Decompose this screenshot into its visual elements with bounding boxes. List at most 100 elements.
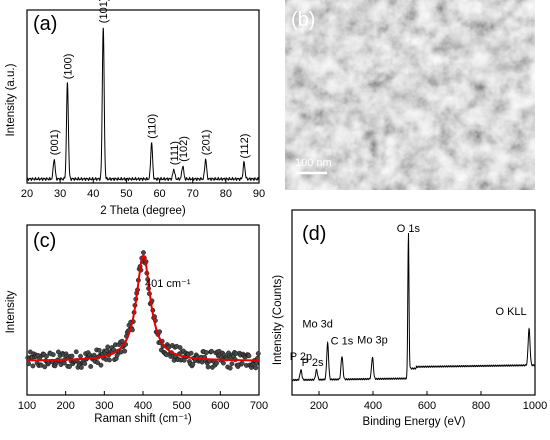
panel-label-a: (a) (33, 13, 57, 35)
raman-point (78, 365, 84, 370)
raman-point (78, 353, 83, 359)
x-tick-label: 800 (472, 400, 490, 412)
panel-b: (b) 100 nm (285, 0, 535, 190)
x-tick-label: 30 (54, 188, 66, 200)
raman-point (107, 357, 112, 363)
raman-point (141, 250, 146, 256)
raman-points (25, 250, 261, 371)
peak-label: P 2s (302, 357, 324, 369)
x-axis-label-d: Binding Energy (eV) (363, 416, 466, 428)
raman-point (209, 348, 214, 354)
xrd-line (26, 27, 260, 182)
x-tick-label: 100 (18, 400, 36, 412)
x-tick-label: 500 (172, 400, 190, 412)
x-tick-label: 60 (153, 188, 165, 200)
panel-label-b: (b) (291, 9, 315, 31)
xps-line (291, 233, 536, 382)
sem-image (285, 0, 535, 190)
panel-c: 100 200 300 400 500 600 700 (c) 401 cm⁻¹ Inten… (5, 224, 268, 425)
raman-point (205, 364, 211, 370)
raman-point (26, 361, 32, 367)
x-tick-label: 70 (187, 188, 199, 200)
raman-point (227, 365, 233, 371)
raman-point (50, 352, 56, 358)
panel-label-c: (c) (33, 230, 56, 252)
raman-point (67, 364, 72, 369)
peak-label: O 1s (397, 223, 421, 235)
raman-point (214, 360, 220, 366)
peak-label: (101) (98, 0, 110, 23)
raman-point (122, 348, 128, 354)
raman-point (177, 345, 183, 350)
y-axis-label-a: Intensity (a.u.) (5, 63, 17, 136)
x-axis-ticks-d: 200 400 600 800 1000 (310, 391, 547, 412)
raman-point (188, 350, 194, 356)
x-tick-label: 50 (120, 188, 132, 200)
raman-point (204, 350, 209, 355)
peak-label: Mo 3p (357, 335, 388, 347)
raman-point (253, 365, 259, 371)
plot-frame-d (291, 209, 536, 396)
peak-label: (110) (147, 114, 159, 139)
raman-point (239, 360, 245, 366)
raman-fit-curve (27, 254, 259, 362)
x-axis-label-c: Raman shift (cm⁻¹) (94, 413, 192, 425)
raman-point (95, 360, 100, 365)
peak-label: P 2p (290, 351, 312, 363)
raman-point (98, 362, 104, 368)
x-tick-label: 1000 (523, 400, 547, 412)
raman-point (82, 361, 88, 367)
raman-point (69, 353, 75, 359)
x-tick-label: 300 (95, 400, 113, 412)
x-tick-label: 200 (310, 400, 328, 412)
x-tick-label: 600 (418, 400, 436, 412)
raman-point (42, 364, 48, 370)
raman-point (44, 353, 49, 359)
panel-a: 20 30 40 50 60 70 80 90 (001) (100) (101) (110) (11… (5, 0, 265, 217)
peak-label: Mo 3d (302, 318, 333, 330)
x-tick-label: 40 (87, 188, 99, 200)
x-axis-ticks-c: 100 200 300 400 500 600 700 (18, 391, 268, 412)
x-tick-label: 400 (364, 400, 382, 412)
peak-label: O KLL (495, 306, 526, 318)
xps-curve (291, 233, 536, 382)
raman-point (88, 364, 94, 369)
peak-annotation-c: 401 cm⁻¹ (145, 278, 191, 290)
x-tick-label: 90 (253, 188, 265, 200)
raman-point (61, 360, 67, 366)
peak-labels-a: (001) (100) (101) (110) (111)(102) (201) (112) (49, 0, 251, 165)
raman-point (229, 361, 235, 367)
y-axis-label-c: Intensity (5, 290, 17, 333)
x-tick-label: 700 (250, 400, 268, 412)
x-tick-label: 600 (211, 400, 229, 412)
raman-point (254, 360, 260, 366)
peak-label: (201) (201, 130, 213, 156)
scale-bar-label: 100 nm (295, 157, 332, 169)
xrd-curve (26, 27, 260, 182)
peak-label: (112) (239, 134, 251, 159)
plot-frame-a (26, 9, 260, 184)
raman-point (96, 347, 102, 353)
y-axis-label-d: Intensity (Counts) (272, 275, 284, 365)
panel-label-d: (d) (302, 223, 326, 245)
x-tick-label: 400 (134, 400, 152, 412)
x-axis-ticks-a: 20 30 40 50 60 70 80 90 (21, 179, 265, 200)
raman-point (255, 351, 261, 356)
raman-point (119, 338, 125, 344)
raman-point (105, 344, 111, 350)
raman-point (73, 349, 79, 355)
raman-point (246, 353, 252, 359)
peak-label: C 1s (331, 335, 354, 347)
raman-point (30, 363, 36, 369)
x-tick-label: 80 (220, 188, 232, 200)
raman-point (221, 360, 226, 366)
x-tick-label: 20 (21, 188, 33, 200)
peak-label: (001) (49, 130, 61, 156)
peak-labels-d: P 2pP 2s Mo 3d C 1s Mo 3p O 1s O KLL (290, 223, 527, 369)
peak-label: (111) (169, 141, 181, 165)
peak-label: (100) (62, 54, 74, 80)
x-axis-label-a: 2 Theta (degree) (100, 205, 186, 217)
x-tick-label: 200 (56, 400, 74, 412)
raman-point (190, 361, 196, 367)
